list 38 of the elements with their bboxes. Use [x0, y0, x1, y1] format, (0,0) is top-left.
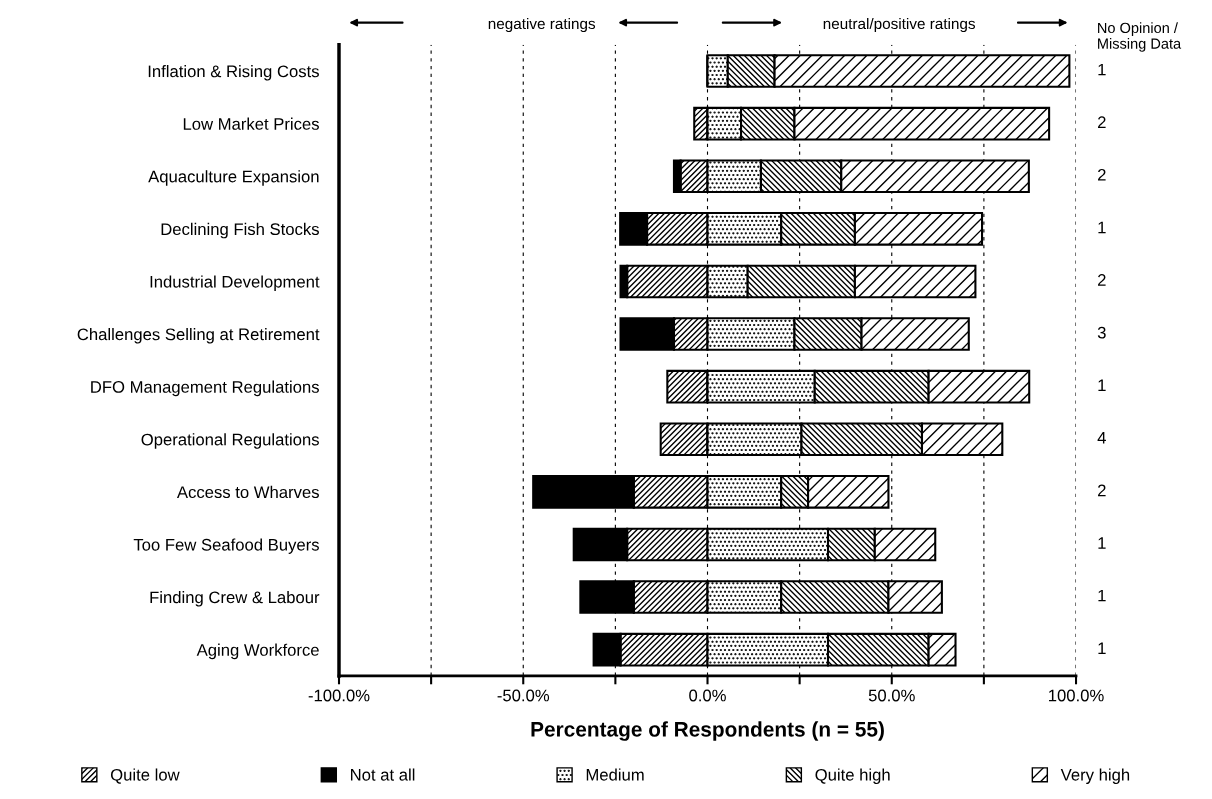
text: 1 — [1098, 642, 1106, 654]
legend-label: Not at all — [351, 768, 415, 781]
y-tick-label: Low Market Prices — [183, 117, 319, 130]
y-tick-label: Finding Crew & Labour — [150, 591, 320, 607]
x-tick-label: -50.0% — [497, 689, 550, 702]
text: 2 — [1098, 274, 1106, 286]
x-tick-label: 100.0% — [1049, 689, 1104, 702]
text: No Opinion / Missing Data — [1098, 22, 1182, 52]
y-tick-label: Too Few Seafood Buyers — [133, 538, 319, 554]
y-tick-label: Industrial Development — [150, 275, 320, 291]
x-tick-label: -100.0% — [308, 689, 370, 702]
text: 2 — [1098, 484, 1106, 497]
x-tick-label: 50.0% — [868, 689, 915, 702]
y-tick-label: Challenges Selling at Retirement — [77, 328, 320, 344]
x-tick-label: 0.0% — [689, 689, 726, 702]
text: 1 — [1098, 589, 1106, 602]
text: negative ratings — [488, 17, 596, 33]
legend-label: Quite high — [815, 768, 890, 784]
x-axis-title: Percentage of Respondents (n = 55) — [531, 721, 884, 741]
text: 1 — [1098, 537, 1106, 549]
text: neutral/positive ratings — [823, 17, 976, 33]
y-tick-label: Aquaculture Expansion — [148, 170, 319, 186]
y-tick-label: Aging Workforce — [196, 643, 319, 660]
y-tick-label: Inflation & Rising Costs — [148, 65, 319, 81]
text: 3 — [1097, 326, 1106, 339]
text: 2 — [1098, 168, 1106, 181]
text: 1 — [1098, 63, 1106, 76]
y-tick-label: Declining Fish Stocks — [161, 222, 319, 239]
y-tick-label: DFO Management Regulations — [91, 380, 319, 397]
text: 1 — [1098, 379, 1106, 391]
y-tick-label: Access to Wharves — [176, 485, 319, 499]
legend-label: Medium — [586, 768, 644, 781]
text: 2 — [1098, 116, 1106, 128]
legend-label: Very high — [1060, 768, 1130, 784]
text: 4 — [1097, 432, 1106, 444]
legend-label: Quite low — [110, 768, 180, 784]
y-tick-label: Operational Regulations — [141, 433, 319, 449]
text: 1 — [1098, 221, 1106, 234]
